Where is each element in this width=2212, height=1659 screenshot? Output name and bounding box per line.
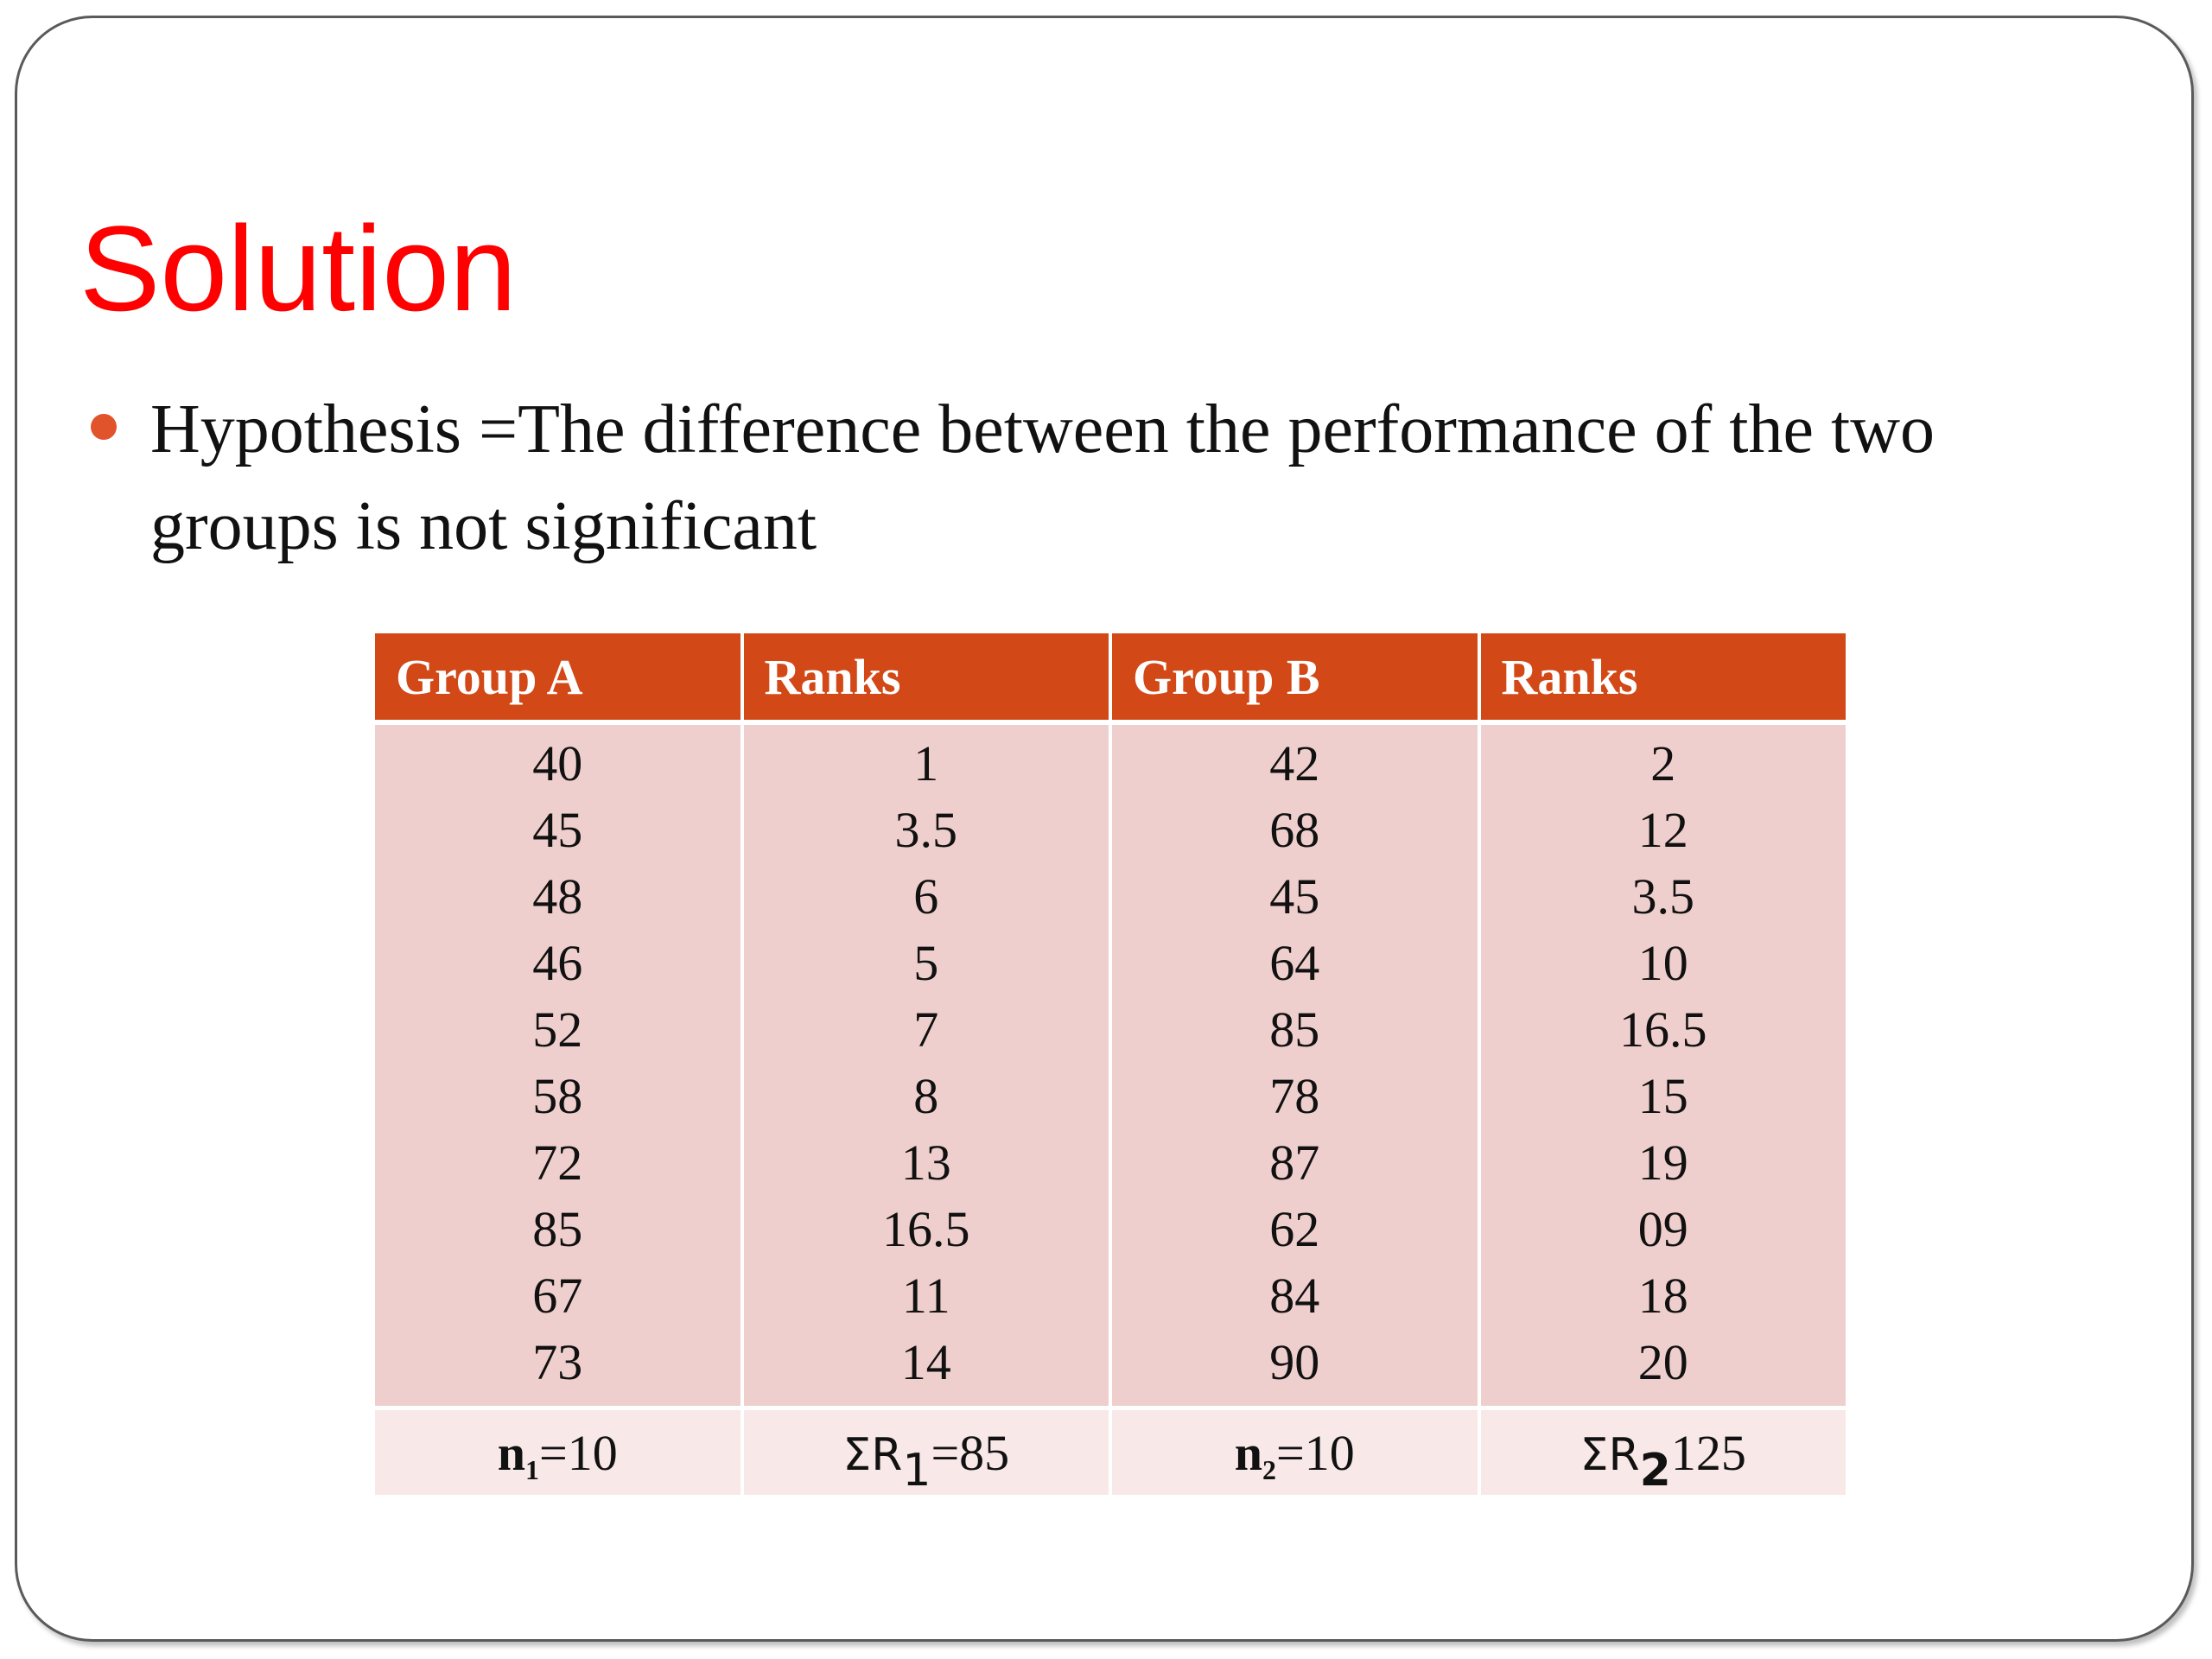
table-footer-row: n1=10 ΣR1=85 n2=10 ΣR2125 [375,1410,1846,1495]
group-a-value: 67 [375,1262,741,1329]
group-b-value: 84 [1112,1262,1478,1329]
rank-a-value: 7 [743,996,1109,1063]
rank-table: Group A Ranks Group B Ranks 40 1 42 2 45 3.5 6… [372,633,1849,1495]
rank-b-value: 15 [1480,1063,1846,1129]
rank-a-value: 6 [743,863,1109,930]
bullet-dot-icon [91,414,117,440]
sum-r1-symbol: ΣR [842,1428,903,1481]
rank-b-value: 19 [1480,1129,1846,1196]
group-b-value: 45 [1112,863,1478,930]
sum-r2-value: 125 [1670,1424,1746,1481]
sum-r1-subscript: 1 [902,1444,931,1497]
rank-b-value: 10 [1480,930,1846,996]
rank-b-value: 2 [1480,725,1846,797]
rank-b-value: 16.5 [1480,996,1846,1063]
rank-a-value: 11 [743,1262,1109,1329]
table-row: 67 11 84 18 [375,1262,1846,1329]
group-b-value: 42 [1112,725,1478,797]
group-a-value: 48 [375,863,741,930]
group-a-value: 72 [375,1129,741,1196]
table-row: 45 3.5 68 12 [375,797,1846,863]
n2-value: =10 [1276,1424,1355,1481]
header-ranks-b: Ranks [1480,633,1846,720]
rank-a-value: 8 [743,1063,1109,1129]
table-header-row: Group A Ranks Group B Ranks [375,633,1846,720]
table-row: 46 5 64 10 [375,930,1846,996]
group-a-value: 85 [375,1196,741,1262]
footer-sum-r2: ΣR2125 [1480,1410,1846,1497]
rank-b-value: 12 [1480,797,1846,863]
group-a-value: 58 [375,1063,741,1129]
rank-a-value: 16.5 [743,1196,1109,1262]
group-a-value: 52 [375,996,741,1063]
n1-value: =10 [539,1424,618,1481]
n2-subscript: 2 [1262,1454,1276,1485]
footer-n2: n2=10 [1112,1410,1478,1495]
table-row: 58 8 78 15 [375,1063,1846,1129]
sum-r2-subscript: 2 [1639,1444,1671,1497]
hypothesis-text: Hypothesis =The difference between the p… [150,391,1936,564]
rank-b-value: 3.5 [1480,863,1846,930]
group-b-value: 62 [1112,1196,1478,1262]
group-a-value: 73 [375,1329,741,1406]
rank-table-container: Group A Ranks Group B Ranks 40 1 42 2 45 3.5 6… [375,633,1853,1495]
rank-a-value: 14 [743,1329,1109,1406]
table-row: 73 14 90 20 [375,1329,1846,1406]
table-row: 52 7 85 16.5 [375,996,1846,1063]
n1-subscript: 1 [525,1454,539,1485]
group-b-value: 87 [1112,1129,1478,1196]
slide-title: Solution [79,200,517,336]
rank-b-value: 18 [1480,1262,1846,1329]
n1-symbol: n [497,1424,526,1481]
group-b-value: 78 [1112,1063,1478,1129]
rank-a-value: 1 [743,725,1109,797]
group-b-value: 68 [1112,797,1478,863]
header-group-b: Group B [1112,633,1478,720]
rank-b-value: 09 [1480,1196,1846,1262]
sum-r1-value: =85 [931,1424,1010,1481]
sum-r2-symbol: ΣR [1580,1428,1640,1481]
footer-sum-r1: ΣR1=85 [743,1410,1109,1497]
table-body: 40 1 42 2 45 3.5 68 12 48 6 45 3.5 46 5 64 10 52 7 85 16.5 5… [375,725,1846,1406]
table-row: 48 6 45 3.5 [375,863,1846,930]
table-row: 40 1 42 2 [375,725,1846,797]
n2-symbol: n [1234,1424,1263,1481]
group-b-value: 90 [1112,1329,1478,1406]
group-a-value: 40 [375,725,741,797]
footer-n1: n1=10 [375,1410,741,1495]
table-row: 72 13 87 19 [375,1129,1846,1196]
table-row: 85 16.5 62 09 [375,1196,1846,1262]
group-a-value: 45 [375,797,741,863]
group-b-value: 85 [1112,996,1478,1063]
rank-a-value: 5 [743,930,1109,996]
group-b-value: 64 [1112,930,1478,996]
header-ranks-a: Ranks [743,633,1109,720]
rank-b-value: 20 [1480,1329,1846,1406]
rank-a-value: 13 [743,1129,1109,1196]
rank-a-value: 3.5 [743,797,1109,863]
header-group-a: Group A [375,633,741,720]
slide: Solution Hypothesis =The difference betw… [15,16,2194,1642]
group-a-value: 46 [375,930,741,996]
